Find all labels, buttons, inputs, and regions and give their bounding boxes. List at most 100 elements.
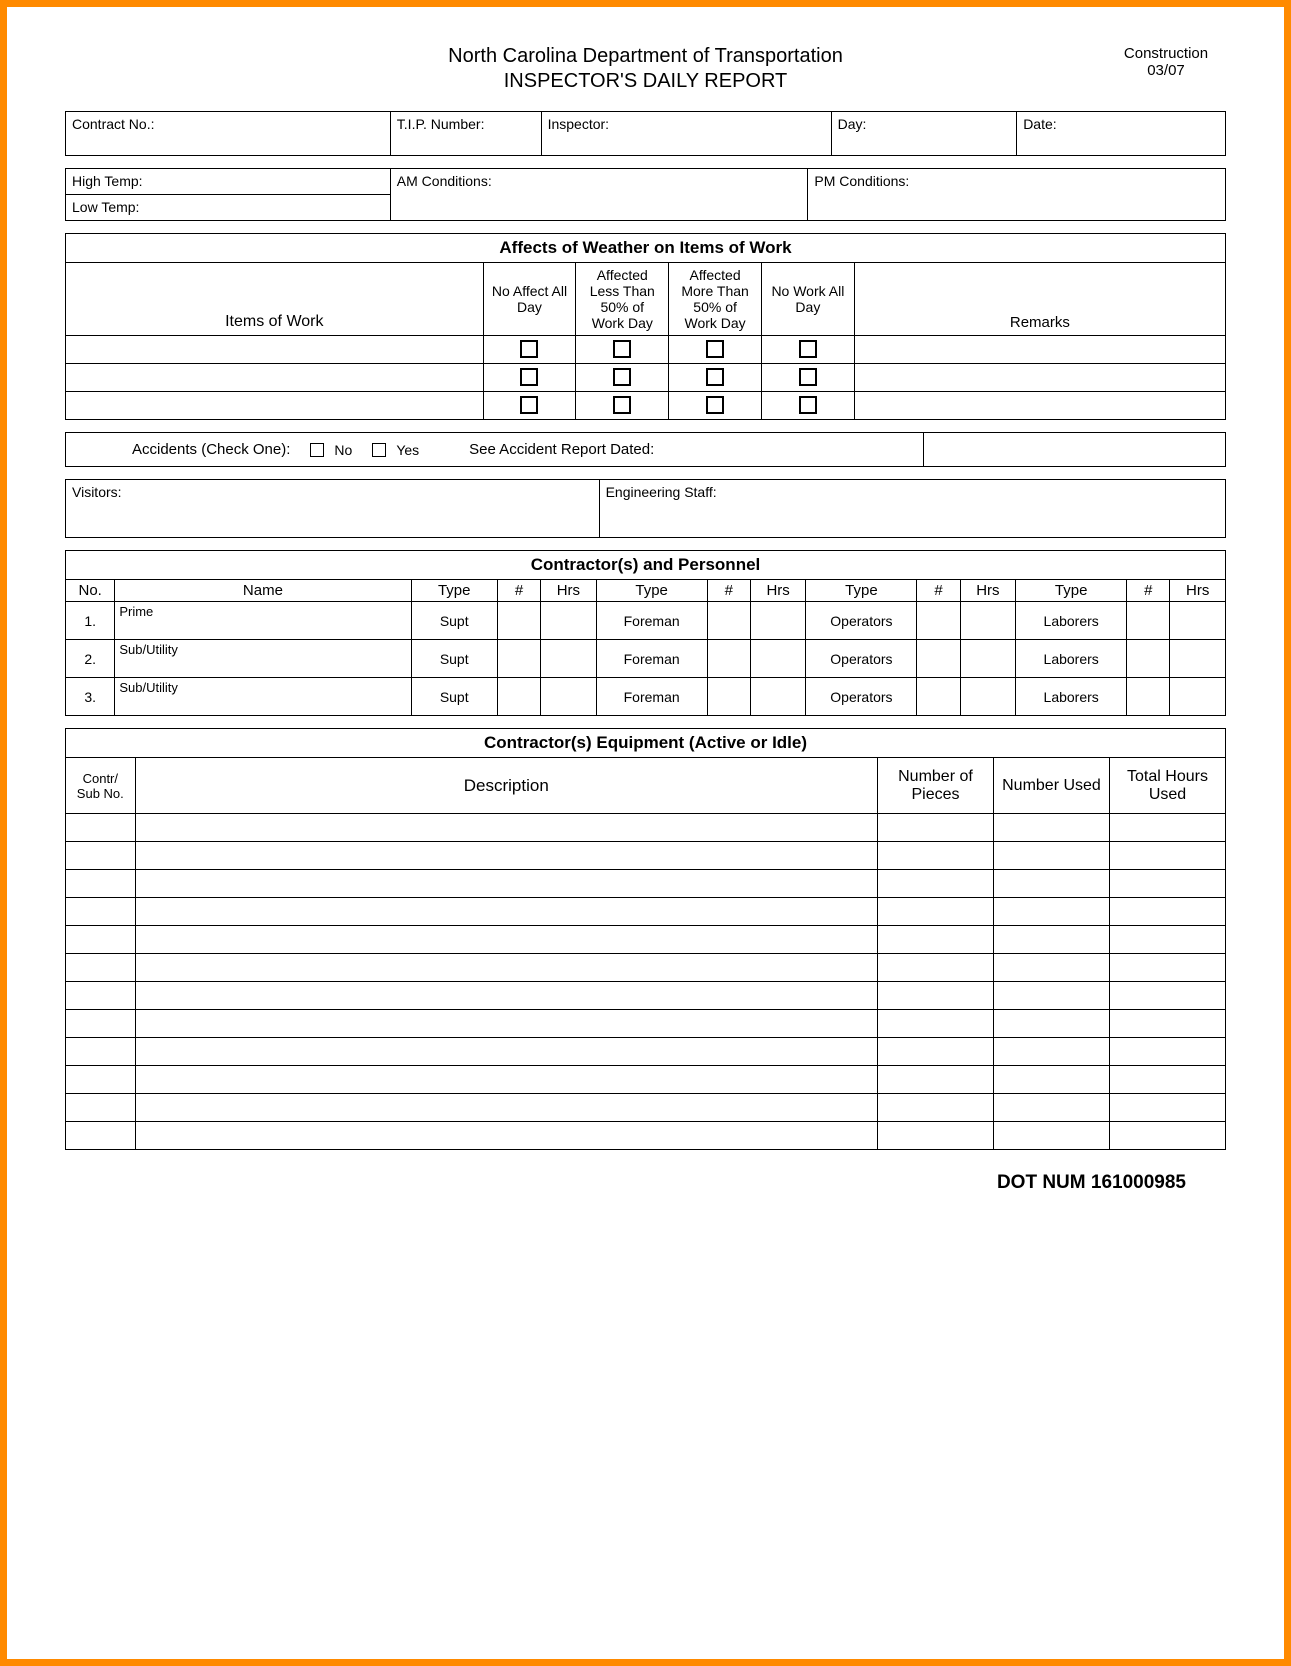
weather-checkbox-gt50[interactable] <box>706 340 724 358</box>
weather-checkbox-nowork[interactable] <box>799 368 817 386</box>
weather-checkbox-lt50[interactable] <box>613 368 631 386</box>
equip-desc-cell[interactable] <box>135 842 877 870</box>
equip-subno-cell[interactable] <box>66 814 136 842</box>
equip-used-cell[interactable] <box>993 1010 1109 1038</box>
weather-checkbox-noaffect[interactable] <box>520 396 538 414</box>
personnel-hrs2[interactable] <box>750 678 806 716</box>
equip-desc-cell[interactable] <box>135 982 877 1010</box>
equip-pieces-cell[interactable] <box>877 926 993 954</box>
personnel-hrs1[interactable] <box>541 678 597 716</box>
equip-used-cell[interactable] <box>993 1038 1109 1066</box>
equip-used-cell[interactable] <box>993 954 1109 982</box>
personnel-hrs2[interactable] <box>750 640 806 678</box>
accidents-no-checkbox[interactable] <box>310 443 324 457</box>
equip-pieces-cell[interactable] <box>877 954 993 982</box>
equip-subno-cell[interactable] <box>66 1122 136 1150</box>
equip-hours-cell[interactable] <box>1109 814 1225 842</box>
equip-used-cell[interactable] <box>993 814 1109 842</box>
weather-checkbox-noaffect[interactable] <box>520 340 538 358</box>
equip-used-cell[interactable] <box>993 1122 1109 1150</box>
weather-item-cell[interactable] <box>66 364 484 392</box>
personnel-hrs1[interactable] <box>541 640 597 678</box>
equip-used-cell[interactable] <box>993 842 1109 870</box>
weather-item-cell[interactable] <box>66 336 484 364</box>
weather-checkbox-lt50[interactable] <box>613 396 631 414</box>
personnel-hash4[interactable] <box>1127 602 1170 640</box>
equip-pieces-cell[interactable] <box>877 982 993 1010</box>
equip-used-cell[interactable] <box>993 870 1109 898</box>
equip-desc-cell[interactable] <box>135 1094 877 1122</box>
equip-hours-cell[interactable] <box>1109 870 1225 898</box>
equip-pieces-cell[interactable] <box>877 1066 993 1094</box>
personnel-hash2[interactable] <box>707 640 750 678</box>
equip-pieces-cell[interactable] <box>877 842 993 870</box>
equip-used-cell[interactable] <box>993 1066 1109 1094</box>
equip-hours-cell[interactable] <box>1109 898 1225 926</box>
equip-desc-cell[interactable] <box>135 926 877 954</box>
personnel-hrs4[interactable] <box>1170 678 1226 716</box>
equip-desc-cell[interactable] <box>135 870 877 898</box>
equip-desc-cell[interactable] <box>135 1038 877 1066</box>
equip-subno-cell[interactable] <box>66 1094 136 1122</box>
personnel-hrs3[interactable] <box>960 602 1016 640</box>
equip-subno-cell[interactable] <box>66 898 136 926</box>
equip-hours-cell[interactable] <box>1109 982 1225 1010</box>
equip-pieces-cell[interactable] <box>877 1122 993 1150</box>
equip-pieces-cell[interactable] <box>877 870 993 898</box>
equip-hours-cell[interactable] <box>1109 1010 1225 1038</box>
equip-hours-cell[interactable] <box>1109 1066 1225 1094</box>
equip-used-cell[interactable] <box>993 982 1109 1010</box>
personnel-hash4[interactable] <box>1127 640 1170 678</box>
equip-hours-cell[interactable] <box>1109 1094 1225 1122</box>
equip-desc-cell[interactable] <box>135 814 877 842</box>
equip-hours-cell[interactable] <box>1109 926 1225 954</box>
equip-pieces-cell[interactable] <box>877 1094 993 1122</box>
personnel-hrs4[interactable] <box>1170 640 1226 678</box>
equip-hours-cell[interactable] <box>1109 1038 1225 1066</box>
equip-desc-cell[interactable] <box>135 898 877 926</box>
equip-subno-cell[interactable] <box>66 870 136 898</box>
weather-checkbox-gt50[interactable] <box>706 368 724 386</box>
equip-used-cell[interactable] <box>993 898 1109 926</box>
equip-desc-cell[interactable] <box>135 1010 877 1038</box>
accidents-date-cell[interactable] <box>924 433 1226 467</box>
personnel-hrs1[interactable] <box>541 602 597 640</box>
personnel-hrs4[interactable] <box>1170 602 1226 640</box>
personnel-hash1[interactable] <box>497 678 540 716</box>
personnel-hash3[interactable] <box>917 678 960 716</box>
personnel-hrs3[interactable] <box>960 640 1016 678</box>
equip-hours-cell[interactable] <box>1109 1122 1225 1150</box>
weather-remarks-cell[interactable] <box>854 392 1225 420</box>
equip-pieces-cell[interactable] <box>877 1038 993 1066</box>
equip-subno-cell[interactable] <box>66 842 136 870</box>
equip-subno-cell[interactable] <box>66 926 136 954</box>
personnel-hash1[interactable] <box>497 640 540 678</box>
weather-checkbox-nowork[interactable] <box>799 396 817 414</box>
personnel-hash2[interactable] <box>707 678 750 716</box>
weather-checkbox-gt50[interactable] <box>706 396 724 414</box>
weather-checkbox-nowork[interactable] <box>799 340 817 358</box>
personnel-hrs3[interactable] <box>960 678 1016 716</box>
equip-pieces-cell[interactable] <box>877 1010 993 1038</box>
equip-subno-cell[interactable] <box>66 982 136 1010</box>
weather-checkbox-noaffect[interactable] <box>520 368 538 386</box>
personnel-hash2[interactable] <box>707 602 750 640</box>
equip-desc-cell[interactable] <box>135 954 877 982</box>
personnel-hash1[interactable] <box>497 602 540 640</box>
equip-subno-cell[interactable] <box>66 954 136 982</box>
accidents-yes-checkbox[interactable] <box>372 443 386 457</box>
equip-pieces-cell[interactable] <box>877 814 993 842</box>
weather-remarks-cell[interactable] <box>854 364 1225 392</box>
equip-subno-cell[interactable] <box>66 1038 136 1066</box>
weather-item-cell[interactable] <box>66 392 484 420</box>
equip-hours-cell[interactable] <box>1109 842 1225 870</box>
personnel-hash3[interactable] <box>917 602 960 640</box>
equip-subno-cell[interactable] <box>66 1010 136 1038</box>
equip-subno-cell[interactable] <box>66 1066 136 1094</box>
personnel-hrs2[interactable] <box>750 602 806 640</box>
personnel-hash3[interactable] <box>917 640 960 678</box>
equip-used-cell[interactable] <box>993 1094 1109 1122</box>
equip-desc-cell[interactable] <box>135 1066 877 1094</box>
equip-hours-cell[interactable] <box>1109 954 1225 982</box>
weather-remarks-cell[interactable] <box>854 336 1225 364</box>
